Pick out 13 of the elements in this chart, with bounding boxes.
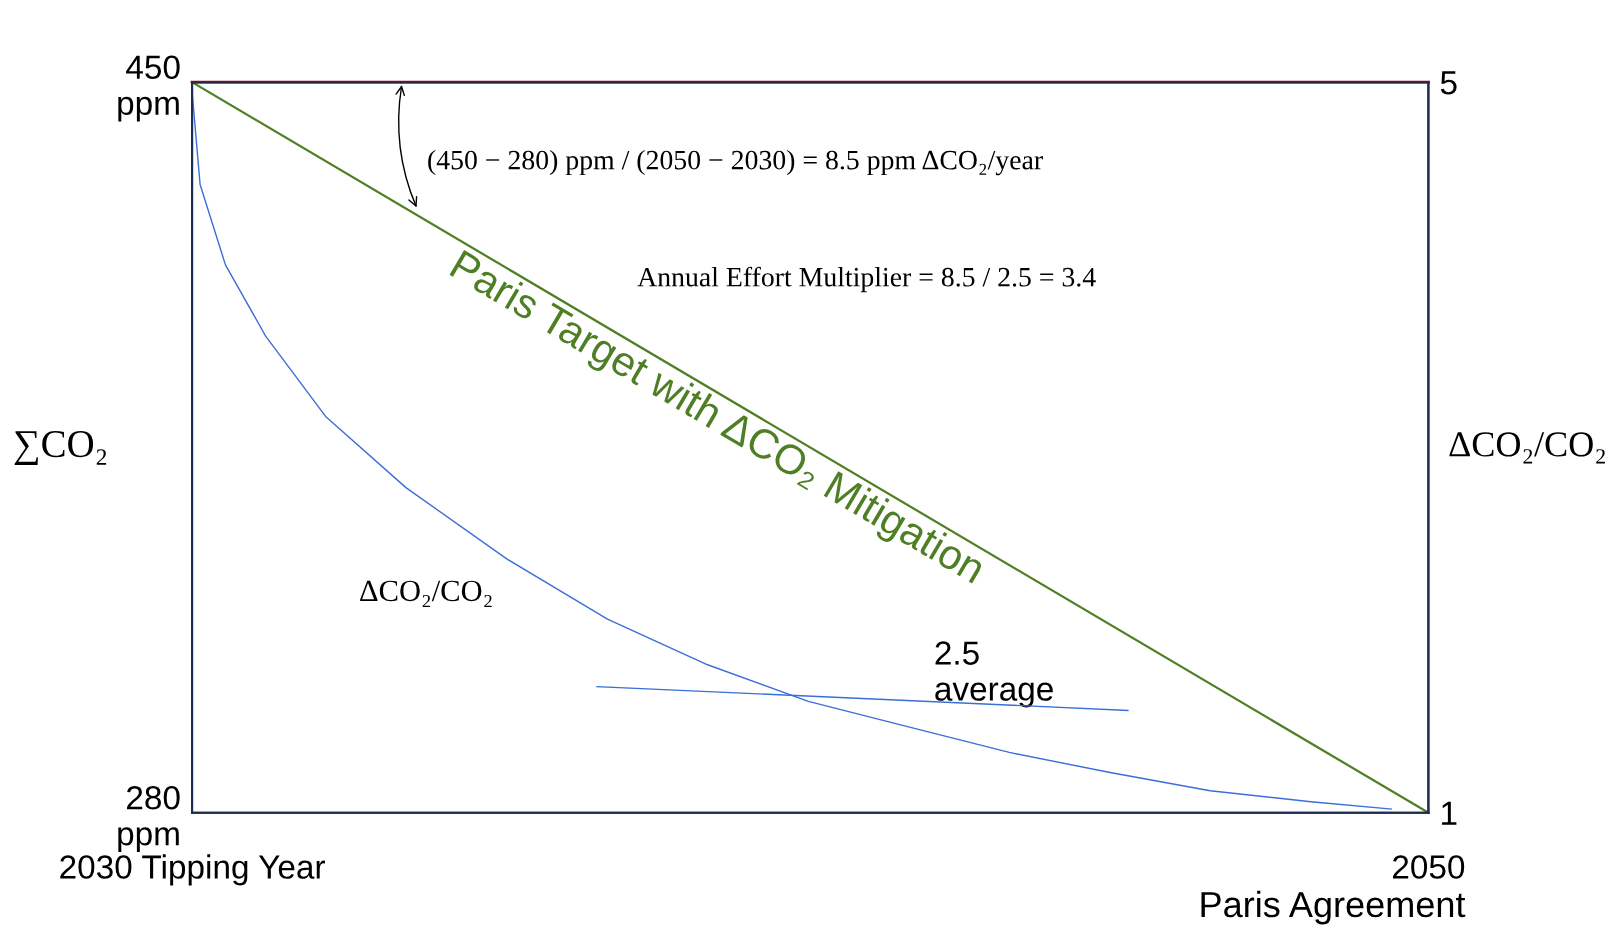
annotation: Annual Effort Multiplier = 8.5 / 2.5 = 3.4 [637,266,1096,293]
annotation: ΔCO₂/CO₂ [360,580,492,608]
y-tick-label: 280 ppm [118,785,180,853]
y2-axis-title: ΔCO₂/CO₂ [1449,432,1605,464]
y2-tick-label: 5 [1440,71,1457,95]
annotation: (450 − 280) ppm / (2050 − 2030) = 8.5 ppm ΔCO₂/year [428,149,1043,176]
text: Paris Agreement [1201,890,1466,925]
annotation: 2.5 average [935,641,1053,708]
x-tick-label: 2050 [1392,855,1465,879]
y2-tick-label: 1 [1442,801,1457,825]
x-tick-label: 2030 Tipping Year [60,854,325,886]
y-tick-label: 450 ppm [118,55,180,122]
y-axis-title: ∑CO₂ [14,431,107,466]
